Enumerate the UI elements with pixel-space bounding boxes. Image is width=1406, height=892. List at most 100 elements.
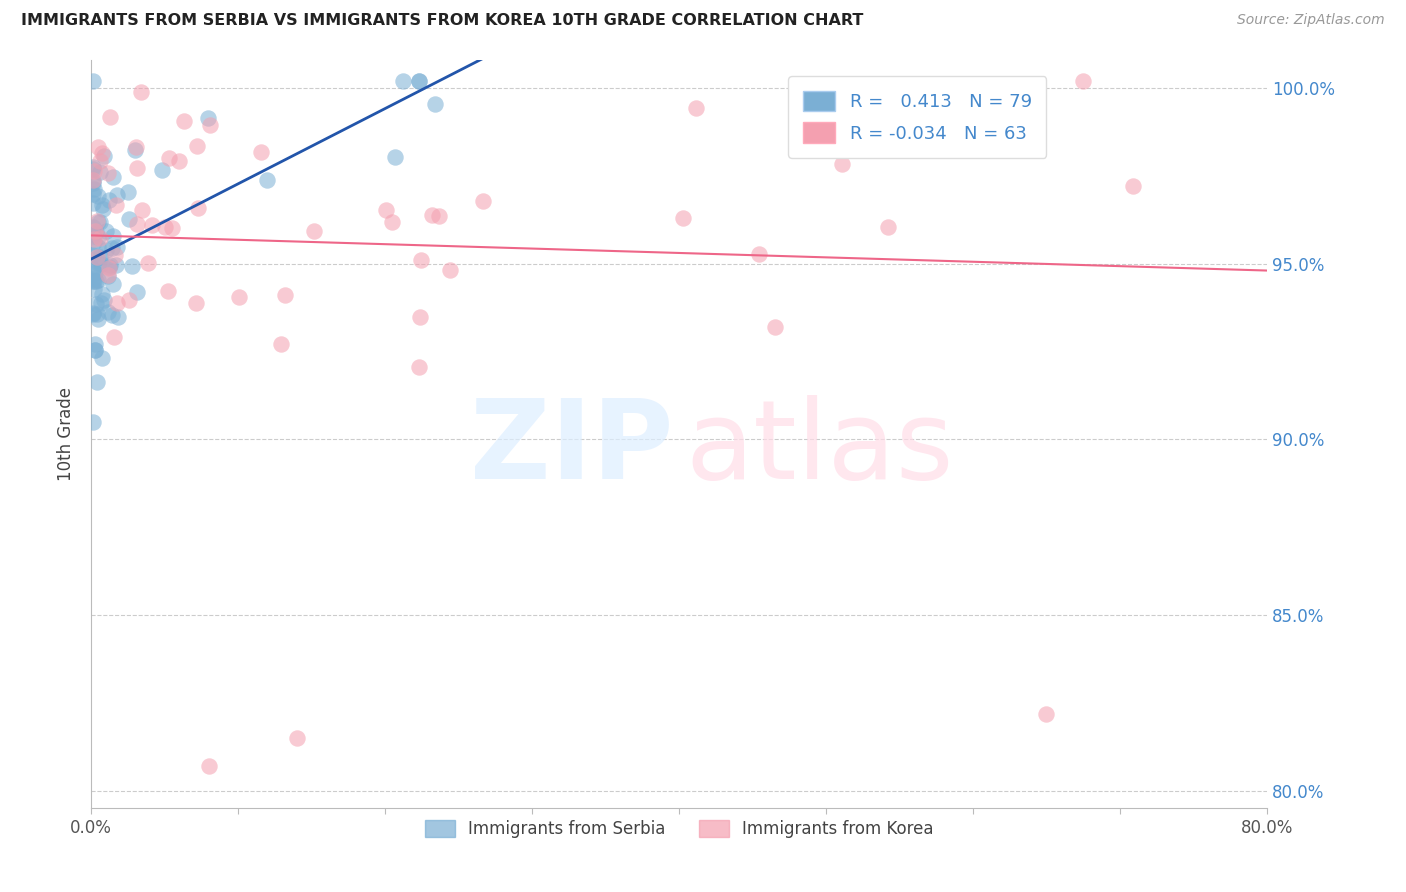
Point: [101, 229, 124, 244]
Point: [423, 96, 446, 111]
Point: [439, 262, 461, 277]
Point: [103, 170, 125, 185]
Point: [89, 256, 111, 270]
Point: [117, 293, 139, 307]
Point: [82, 262, 104, 277]
Point: [127, 285, 149, 300]
Point: [1035, 706, 1057, 721]
Point: [82, 227, 104, 242]
Point: [877, 220, 900, 235]
Point: [152, 163, 174, 178]
Point: [86, 250, 108, 264]
Point: [117, 185, 139, 199]
Point: [86, 251, 108, 265]
Point: [125, 139, 148, 153]
Point: [84, 266, 107, 280]
Point: [87, 140, 110, 154]
Point: [84, 297, 107, 311]
Point: [118, 211, 141, 226]
Point: [84, 226, 107, 240]
Point: [84, 337, 107, 351]
Point: [83, 164, 105, 178]
Point: [381, 215, 404, 229]
Point: [87, 215, 110, 229]
Point: [83, 264, 105, 278]
Point: [173, 114, 195, 128]
Point: [82, 176, 104, 190]
Point: [103, 330, 125, 344]
Point: [187, 202, 209, 216]
Point: [408, 359, 430, 374]
Point: [82, 229, 104, 244]
Point: [105, 296, 128, 310]
Point: [93, 293, 115, 307]
Point: [89, 215, 111, 229]
Point: [131, 85, 153, 99]
Point: [157, 152, 180, 166]
Point: [82, 247, 104, 261]
Point: [685, 101, 707, 115]
Point: [127, 161, 149, 176]
Point: [107, 310, 129, 325]
Point: [186, 139, 208, 153]
Point: [97, 305, 120, 319]
Point: [274, 287, 297, 301]
Point: [94, 224, 117, 238]
Point: [197, 111, 219, 125]
Point: [672, 211, 695, 226]
Point: [100, 241, 122, 255]
Point: [89, 153, 111, 168]
Point: [82, 272, 104, 286]
Point: [83, 343, 105, 358]
Point: [87, 230, 110, 244]
Point: [82, 160, 104, 174]
Point: [160, 220, 183, 235]
Point: [104, 259, 127, 273]
Point: [97, 166, 120, 180]
Point: [392, 73, 415, 87]
Point: [1071, 73, 1094, 87]
Point: [83, 282, 105, 296]
Point: [86, 214, 108, 228]
Point: [125, 218, 148, 232]
Point: [83, 182, 105, 196]
Point: [84, 224, 107, 238]
Point: [97, 260, 120, 275]
Point: [408, 73, 430, 87]
Point: [89, 251, 111, 265]
Point: [270, 337, 292, 351]
Point: [91, 202, 114, 216]
Point: [100, 309, 122, 323]
Point: [94, 243, 117, 257]
Point: [249, 145, 271, 159]
Point: [136, 256, 159, 270]
Point: [83, 274, 105, 288]
Point: [82, 415, 104, 429]
Point: [121, 259, 143, 273]
Point: [82, 174, 104, 188]
Y-axis label: 10th Grade: 10th Grade: [58, 387, 75, 481]
Point: [831, 157, 853, 171]
Point: [98, 110, 121, 124]
Text: Source: ZipAtlas.com: Source: ZipAtlas.com: [1237, 13, 1385, 28]
Point: [87, 312, 110, 326]
Point: [1011, 116, 1033, 130]
Point: [82, 187, 104, 202]
Point: [422, 208, 444, 222]
Point: [472, 194, 495, 208]
Point: [82, 161, 104, 176]
Point: [105, 239, 128, 253]
Text: ZIP: ZIP: [470, 395, 673, 502]
Point: [90, 145, 112, 160]
Point: [748, 247, 770, 261]
Point: [97, 268, 120, 283]
Point: [104, 248, 127, 262]
Point: [256, 173, 278, 187]
Point: [101, 277, 124, 291]
Point: [83, 232, 105, 246]
Point: [86, 375, 108, 389]
Point: [763, 319, 786, 334]
Point: [86, 307, 108, 321]
Text: atlas: atlas: [685, 395, 953, 502]
Point: [83, 343, 105, 357]
